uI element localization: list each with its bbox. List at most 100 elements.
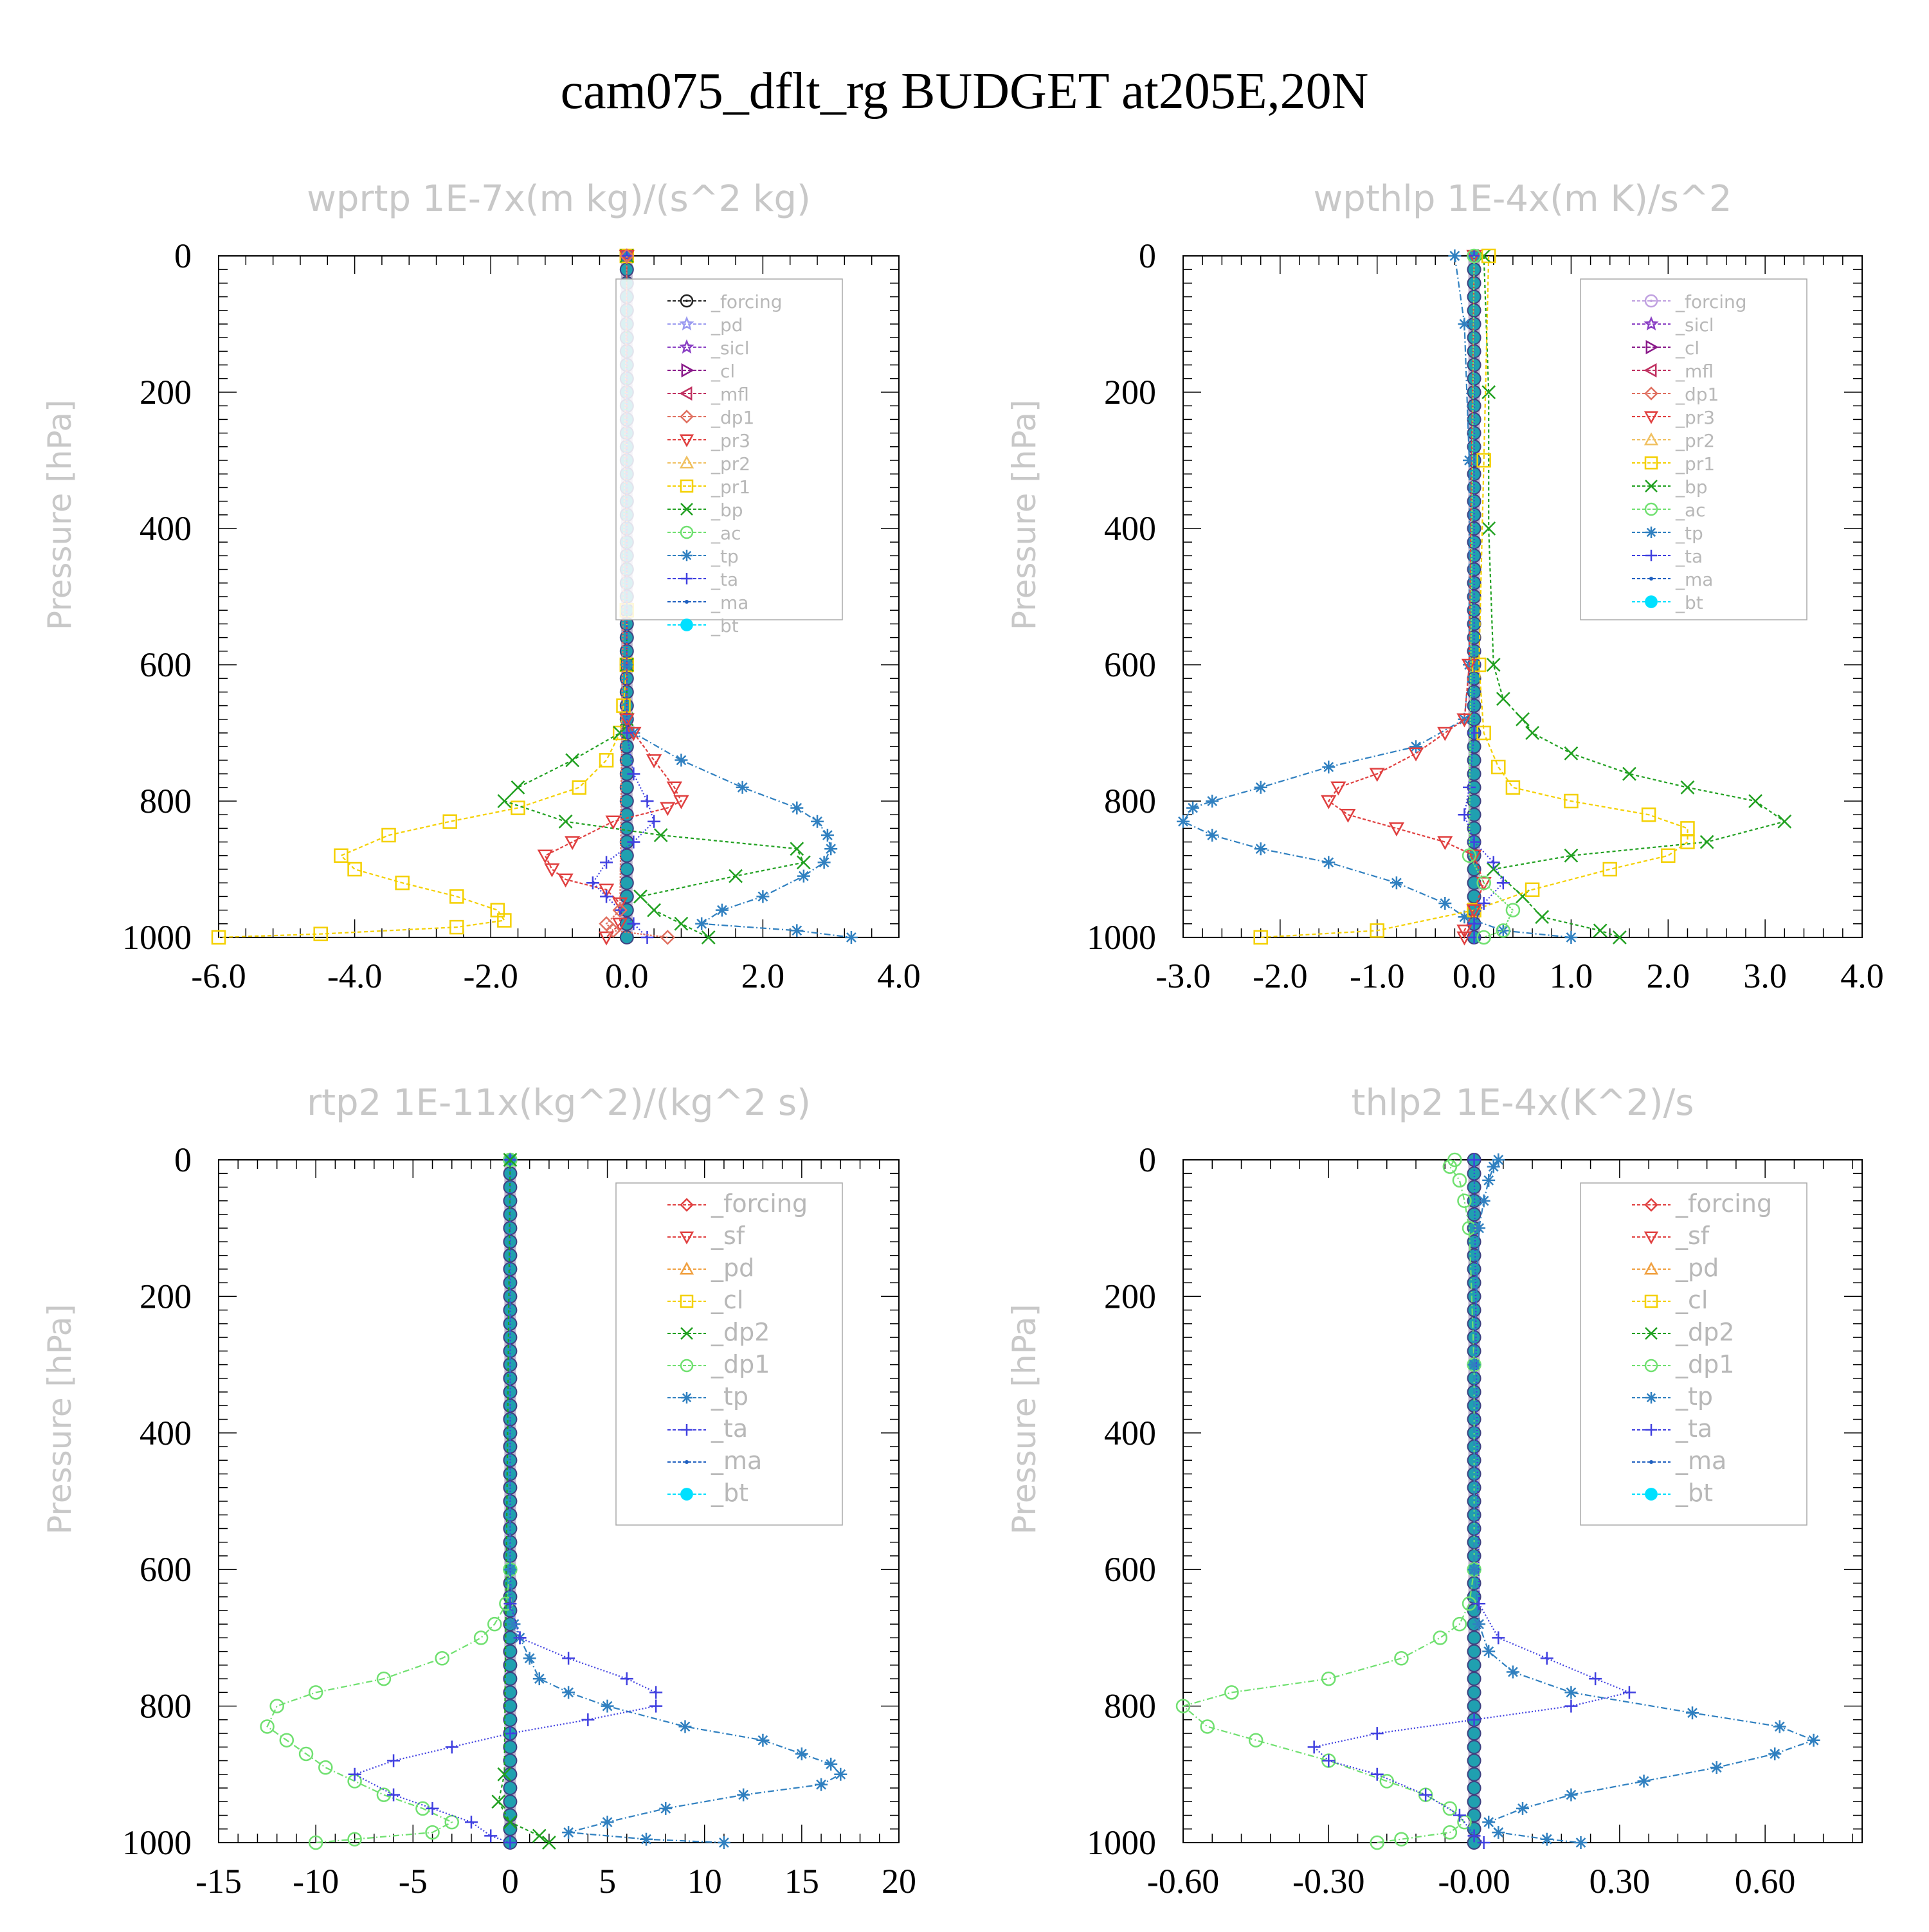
y-tick-label: 800 xyxy=(140,1687,192,1726)
series-point_tp xyxy=(824,842,838,856)
series-point_tp xyxy=(737,1788,750,1801)
series-point_tp xyxy=(1254,781,1267,794)
series-point_pr3 xyxy=(1388,822,1405,836)
series-point_ta xyxy=(1467,931,1481,944)
series-point_bp xyxy=(674,916,689,931)
bt-point xyxy=(503,1657,518,1672)
legend-marker xyxy=(680,1488,693,1501)
series-point_bp xyxy=(1496,692,1510,706)
series-point_pr3 xyxy=(619,713,635,728)
series-point_bp xyxy=(1564,746,1579,761)
legend-entry: _dp2 xyxy=(1675,1318,1734,1346)
x-tick-label: -0.60 xyxy=(1147,1862,1219,1900)
bt-point xyxy=(619,780,634,795)
legend-box xyxy=(1580,1182,1807,1526)
series-point_ta xyxy=(1467,917,1481,930)
legend-entry: _pr1 xyxy=(711,476,750,498)
series-point_dp1 xyxy=(619,248,635,264)
series-point_ta xyxy=(627,835,640,849)
series-point_pr3 xyxy=(1340,808,1356,823)
series-point_ta xyxy=(1472,1597,1486,1611)
chart-panel-2: wpthlp 1E-4x(m K)/s^2 Pressure [hPa] 0 200 4… xyxy=(1006,178,1884,995)
legend-marker xyxy=(1645,550,1657,561)
chart-panel-1: wprtp 1E-7x(m kg)/(s^2 kg) Pressure [hPa]… xyxy=(41,178,921,995)
series-point_dp1 xyxy=(298,1746,314,1762)
y-tick-label: 400 xyxy=(140,509,192,548)
series-point_pr1 xyxy=(211,930,226,945)
legend-entry: _sicl xyxy=(711,338,750,359)
series-point_bp xyxy=(1486,862,1501,876)
series-point_tp xyxy=(1206,829,1219,842)
series-point_ta xyxy=(627,917,640,930)
series-point_ac xyxy=(1476,930,1491,945)
x-tick-label: -5 xyxy=(399,1862,428,1900)
series-point_dp1 xyxy=(435,1651,449,1666)
legend-entry: _dp1 xyxy=(711,1350,770,1378)
series-point_pr1 xyxy=(572,780,586,795)
series-line_ta xyxy=(1463,256,1505,937)
x-tick-label: 4.0 xyxy=(877,957,921,995)
series-point_tp xyxy=(1710,1761,1723,1774)
legend-marker xyxy=(680,410,694,424)
series-point_pr3 xyxy=(612,897,628,912)
series-point_dp1 xyxy=(1442,1159,1458,1174)
legend-marker xyxy=(1644,411,1659,424)
series-point_tp xyxy=(790,924,804,937)
series-point_pr3 xyxy=(660,802,676,817)
series-point_pr3 xyxy=(605,815,621,830)
series-point_dp1 xyxy=(1175,1699,1191,1713)
legend-entry: _dp2 xyxy=(711,1318,770,1346)
series-point_dp2 xyxy=(532,1828,547,1843)
series-point_bp xyxy=(1612,930,1627,944)
chart-panels: wprtp 1E-7x(m kg)/(s^2 kg) Pressure [hPa]… xyxy=(41,178,1884,1900)
series-point_tp xyxy=(1206,795,1219,808)
series-point_bp xyxy=(653,828,668,842)
legend-marker xyxy=(680,1294,694,1308)
series-point_tp xyxy=(1574,1836,1588,1849)
series-point_pr1 xyxy=(1661,848,1676,863)
series-point_dp1 xyxy=(487,1616,502,1632)
series-point_tp xyxy=(756,1733,770,1747)
legend-marker xyxy=(680,1198,694,1212)
series-point_bp xyxy=(1516,712,1530,727)
y-axis-label: Pressure [hPa] xyxy=(41,1304,78,1535)
legend-marker xyxy=(1644,1231,1659,1245)
series-point_dp1 xyxy=(1394,1651,1409,1666)
bt-point xyxy=(1467,1685,1481,1700)
series-point_ta xyxy=(1370,1767,1384,1781)
series-point_tp xyxy=(1506,1665,1519,1679)
bt-point xyxy=(619,821,634,836)
legend-entry: _sicl xyxy=(1675,314,1714,336)
series-point_tp xyxy=(1438,897,1452,910)
series-point_tp xyxy=(1463,454,1476,467)
series-point_pr3 xyxy=(646,754,662,768)
series-point_bp xyxy=(511,780,525,795)
series-point_ta xyxy=(1589,1672,1602,1686)
series-point_bp xyxy=(1564,848,1579,863)
legend-marker xyxy=(1649,577,1653,581)
legend-marker xyxy=(680,294,694,308)
series-point_pr3 xyxy=(1321,795,1337,809)
series-point_dp1 xyxy=(1248,1733,1263,1747)
series-point_ta xyxy=(503,1836,517,1849)
series-point_ta xyxy=(1496,876,1510,890)
series-point_tp xyxy=(811,815,824,828)
legend-marker xyxy=(1644,1294,1658,1308)
series-point_bp xyxy=(1748,794,1762,808)
series-point_pr3 xyxy=(1466,904,1482,919)
x-tick-label: 0.0 xyxy=(1453,957,1496,995)
series-line_pr3 xyxy=(1327,255,1485,937)
series-point_ta xyxy=(1622,1686,1636,1699)
series-point_dp1 xyxy=(347,1832,362,1846)
legend-marker xyxy=(1644,316,1659,330)
x-tick-label: 0.30 xyxy=(1589,1862,1651,1900)
x-tick-label: 1.0 xyxy=(1550,957,1593,995)
series-point_bp xyxy=(1481,385,1496,399)
x-tick-label: 2.0 xyxy=(741,957,785,995)
series-point_tp xyxy=(640,1832,653,1846)
series-point_pr1 xyxy=(449,919,464,935)
series-point_ac xyxy=(1496,923,1511,938)
series-line_ac xyxy=(1468,255,1514,939)
bt-point xyxy=(619,753,634,768)
